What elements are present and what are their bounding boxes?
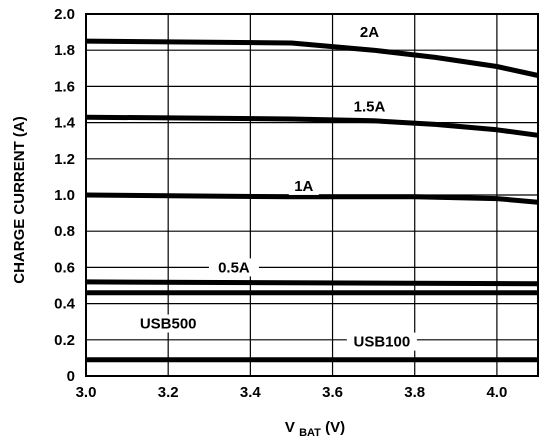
series-line-0-5a [85,279,539,287]
series-label-0-5a: 0.5A [218,259,250,276]
series-label-bg-2a [354,23,385,42]
y-tick-label: 0 [67,368,75,385]
grid [86,13,538,376]
series-label-usb500: USB500 [140,316,197,333]
series-label-bg-usb100 [346,332,417,351]
y-tick-label: 0.4 [54,296,76,313]
series-lines [85,38,539,363]
y-tick-label: 0.6 [54,259,75,276]
y-tick-label: 1.4 [54,115,76,132]
series-line-2a [85,38,539,78]
series-label-1a: 1A [294,178,313,195]
series-label-1-5a: 1.5A [354,98,386,115]
x-tick-label: 3.0 [76,384,97,401]
x-axis-label-unit: (V) [325,419,345,436]
series-label-bg-1-5a [344,97,395,116]
series-labels: 2A 1.5A 1A 0.5A USB500 USB100 [133,23,417,351]
series-line-1-5a [85,114,539,138]
y-tick-label: 0.2 [54,332,75,349]
y-axis-label: CHARGE CURRENT (A) [11,116,28,284]
series-label-2a: 2A [360,24,379,41]
x-axis-label-subscript: BAT [299,427,321,439]
y-tick-label: 2.0 [54,6,75,23]
series-label-bg-usb500 [133,314,204,333]
series-label-bg-0-5a [208,258,259,277]
y-tick-label: 1.6 [54,78,75,95]
axes: 3.0 3.2 3.4 3.6 3.8 4.0 0 0.2 0.4 0.6 0.8 1.0 1.2 1.4… [54,6,539,401]
y-tick-label: 1.2 [54,151,75,168]
series-line-1a [85,192,539,205]
y-tick-label: 0.8 [54,223,75,240]
x-tick-label: 3.6 [322,384,343,401]
plot-frame [85,13,539,377]
y-tick-label: 1.0 [54,187,75,204]
series-label-usb100: USB100 [354,334,411,351]
x-tick-label: 3.2 [158,384,179,401]
series-label-bg-1a [288,176,319,195]
x-tick-label: 3.8 [404,384,425,401]
x-tick-label: 3.4 [240,384,262,401]
x-axis-label: V BAT (V) [285,419,345,440]
x-axis-label-main: V [285,419,295,436]
y-tick-label: 1.8 [54,42,75,59]
x-tick-label: 4.0 [486,384,507,401]
